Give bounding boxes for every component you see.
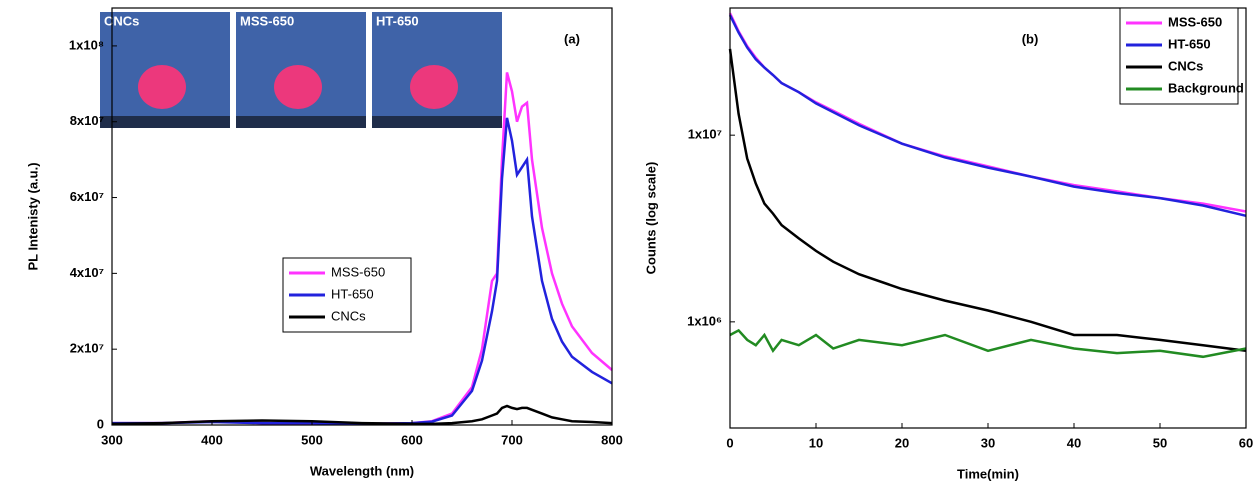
legend-label: MSS-650 <box>1168 14 1222 29</box>
x-tick-label: 60 <box>1239 435 1253 450</box>
panel-label: (b) <box>1022 31 1039 46</box>
inset-sample <box>410 65 458 109</box>
y-tick-label: 4x10⁷ <box>70 265 104 280</box>
y-tick-label: 8x10⁷ <box>70 113 104 128</box>
x-axis-title: Wavelength (nm) <box>310 463 414 478</box>
legend-label: MSS-650 <box>331 264 385 279</box>
x-tick-label: 600 <box>401 432 423 447</box>
data-line <box>729 328 1247 359</box>
legend-label: CNCs <box>331 308 366 323</box>
inset-label: CNCs <box>104 13 139 28</box>
legend-label: HT-650 <box>1168 36 1211 51</box>
x-tick-label: 500 <box>301 432 323 447</box>
y-tick-label: 2x10⁷ <box>70 341 104 356</box>
inset-sample <box>274 65 322 109</box>
y-axis-title: Counts (log scale) <box>643 162 658 275</box>
legend-label: HT-650 <box>331 286 374 301</box>
y-tick-label: 1x10⁷ <box>688 127 722 142</box>
y-tick-label: 1x10⁶ <box>687 313 722 328</box>
data-line <box>112 117 613 426</box>
data-line <box>728 14 1247 218</box>
inset-label: MSS-650 <box>240 13 294 28</box>
x-tick-label: 30 <box>981 435 995 450</box>
legend-label: CNCs <box>1168 58 1203 73</box>
x-tick-label: 10 <box>809 435 823 450</box>
x-tick-label: 800 <box>601 432 623 447</box>
x-axis-title: Time(min) <box>957 466 1019 481</box>
x-tick-label: 700 <box>501 432 523 447</box>
data-line <box>111 404 613 426</box>
x-tick-label: 300 <box>101 432 123 447</box>
inset-shade <box>100 116 230 128</box>
inset-shade <box>372 116 502 128</box>
data-line <box>728 48 1247 353</box>
panel-label: (a) <box>564 31 580 46</box>
x-tick-label: 40 <box>1067 435 1081 450</box>
inset-sample <box>138 65 186 109</box>
y-tick-label: 6x10⁷ <box>70 189 104 204</box>
inset-label: HT-650 <box>376 13 419 28</box>
x-tick-label: 400 <box>201 432 223 447</box>
legend-label: Background <box>1168 80 1244 95</box>
x-tick-label: 0 <box>726 435 733 450</box>
x-tick-label: 20 <box>895 435 909 450</box>
y-tick-label: 1x10⁸ <box>69 37 104 52</box>
y-tick-label: 0 <box>97 416 104 431</box>
y-axis-title: PL Intenisty (a.u.) <box>25 162 40 270</box>
x-tick-label: 50 <box>1153 435 1167 450</box>
plot-frame <box>111 7 613 426</box>
inset-shade <box>236 116 366 128</box>
